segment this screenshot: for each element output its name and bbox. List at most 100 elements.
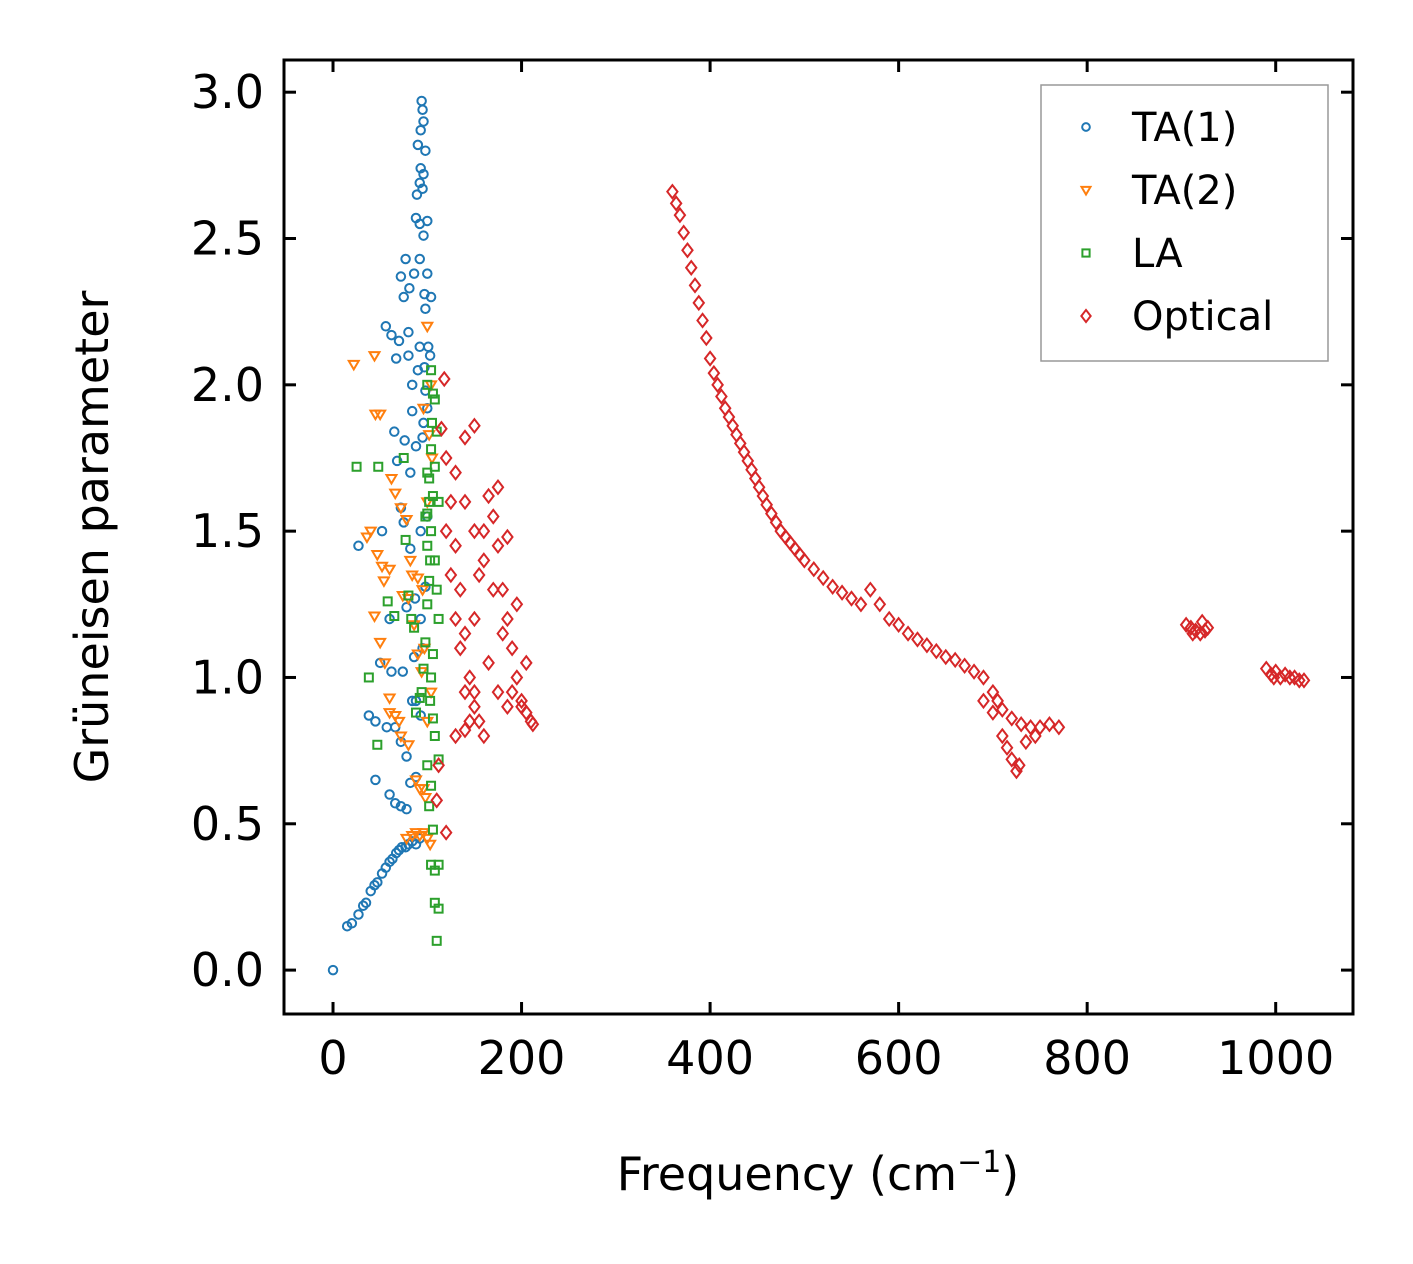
- point-la: [372, 739, 383, 750]
- point-la: [414, 692, 425, 703]
- point-la: [418, 663, 429, 674]
- point-la: [373, 461, 384, 472]
- point-optical: [995, 701, 1009, 718]
- point-la: [426, 780, 437, 791]
- point-ta-1-: [414, 253, 425, 265]
- y-tick-label: 3.0: [191, 65, 264, 119]
- point-optical: [863, 581, 877, 598]
- point-optical: [458, 683, 472, 701]
- point-optical: [737, 443, 751, 461]
- point-la: [426, 444, 437, 455]
- point-ta-2-: [415, 585, 430, 597]
- point-ta-1-: [422, 341, 434, 353]
- plot-frame: [282, 58, 1355, 1016]
- point-optical: [458, 721, 472, 739]
- point-optical: [892, 616, 905, 634]
- point-ta-1-: [415, 613, 426, 625]
- point-la: [426, 672, 437, 683]
- point-optical: [703, 350, 717, 367]
- point-optical: [1019, 733, 1033, 751]
- y-tick-label: 0.0: [191, 943, 264, 997]
- point-optical: [496, 625, 510, 642]
- point-optical: [505, 683, 519, 701]
- x-axis-title: Frequency (cm−1): [617, 1145, 1020, 1201]
- point-la: [429, 394, 440, 405]
- point-ta-2-: [377, 576, 391, 588]
- point-ta-2-: [347, 359, 361, 372]
- point-optical: [948, 651, 962, 669]
- x-tick-label: 200: [478, 1031, 566, 1085]
- point-optical: [726, 417, 740, 435]
- point-ta-2-: [424, 687, 438, 700]
- point-ta-1-: [416, 95, 427, 107]
- point-optical: [449, 610, 462, 628]
- point-ta-1-: [406, 379, 418, 391]
- point-optical: [752, 479, 766, 496]
- point-la: [420, 511, 431, 522]
- point-ta-2-: [422, 430, 436, 442]
- point-la: [363, 672, 374, 683]
- point-optical: [468, 698, 481, 715]
- point-la: [422, 599, 433, 610]
- point-la: [426, 365, 437, 376]
- point-optical: [1000, 739, 1014, 756]
- point-la: [422, 467, 433, 478]
- point-optical: [760, 496, 774, 514]
- point-optical: [477, 522, 491, 540]
- point-ta-2-: [409, 828, 423, 840]
- point-optical: [1014, 716, 1028, 733]
- point-optical: [769, 514, 783, 531]
- point-optical: [807, 560, 821, 578]
- point-ta-2-: [360, 532, 374, 544]
- point-ta-1-: [420, 303, 431, 314]
- point-ta-1-: [393, 335, 405, 347]
- point-optical: [510, 669, 524, 686]
- point-ta-2-: [367, 351, 382, 363]
- point-optical: [684, 259, 698, 277]
- point-ta-1-: [417, 183, 428, 195]
- point-optical: [741, 452, 755, 470]
- point-ta-1-: [384, 789, 395, 800]
- point-optical: [486, 508, 500, 525]
- point-ta-1-: [360, 897, 372, 909]
- point-optical: [958, 657, 971, 674]
- point-la: [425, 695, 436, 706]
- point-optical: [491, 683, 505, 701]
- point-optical: [939, 648, 953, 666]
- point-ta-1-: [415, 525, 426, 537]
- point-ta-1-: [405, 467, 416, 478]
- point-ta-1-: [353, 909, 364, 920]
- point-la: [427, 388, 438, 399]
- point-optical: [458, 625, 472, 642]
- point-ta-2-: [401, 740, 416, 752]
- point-ta-2-: [409, 775, 423, 787]
- point-la: [431, 584, 442, 595]
- legend-marker-la: [1081, 248, 1091, 258]
- point-ta-2-: [411, 573, 425, 585]
- point-ta-1-: [422, 215, 433, 227]
- point-optical: [835, 584, 849, 601]
- point-la: [427, 649, 438, 660]
- point-ta-1-: [408, 268, 420, 279]
- point-ta-2-: [363, 526, 378, 539]
- point-optical: [699, 329, 713, 347]
- point-optical: [1292, 672, 1306, 689]
- point-la: [429, 461, 440, 472]
- point-ta-1-: [418, 417, 429, 429]
- x-tick-label: 600: [855, 1031, 943, 1085]
- point-optical: [468, 683, 481, 701]
- y-tick-label: 2.0: [191, 358, 264, 412]
- point-ta-1-: [380, 321, 392, 332]
- point-optical: [510, 596, 524, 613]
- point-la: [426, 526, 437, 537]
- point-optical: [1043, 716, 1056, 733]
- point-ta-1-: [384, 856, 395, 868]
- point-ta-2-: [417, 643, 432, 656]
- axis-ticks: 0 200 400 600 800 1000 0.0 0.5 1.0 1.5 2.0 2.5 3.0: [191, 60, 1353, 1085]
- point-optical: [1012, 757, 1026, 774]
- point-ta-1-: [398, 291, 409, 303]
- point-ta-1-: [401, 601, 412, 613]
- point-optical: [435, 420, 448, 437]
- point-ta-1-: [414, 177, 425, 189]
- legend-items: TA(1) TA(2) LA Optical: [1079, 105, 1273, 340]
